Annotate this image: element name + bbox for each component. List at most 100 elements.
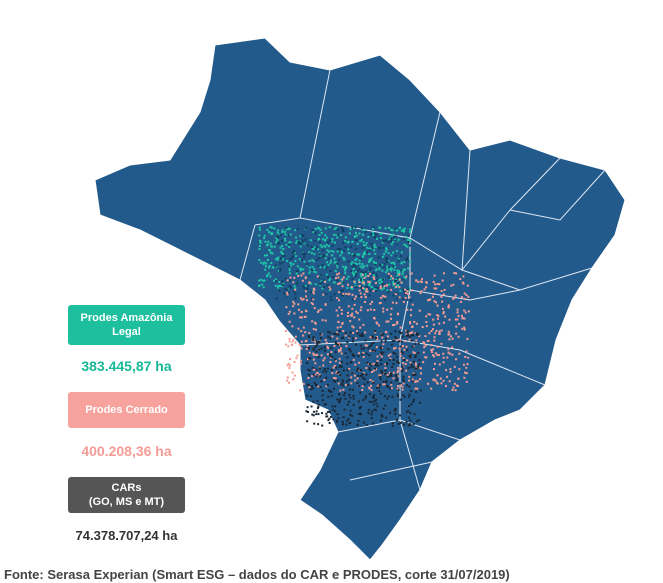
deforestation-dot [401, 345, 404, 348]
deforestation-dot [402, 228, 405, 231]
deforestation-dot [304, 227, 307, 230]
deforestation-dot [310, 252, 313, 255]
deforestation-dot [322, 359, 325, 362]
deforestation-dot [458, 352, 461, 355]
deforestation-dot [330, 347, 333, 350]
deforestation-dot [393, 236, 396, 239]
deforestation-dot [277, 241, 280, 244]
deforestation-dot [324, 303, 327, 306]
deforestation-dot [338, 400, 341, 403]
deforestation-dot [396, 269, 399, 272]
deforestation-dot [372, 341, 375, 344]
deforestation-dot [276, 240, 279, 243]
deforestation-dot [285, 228, 288, 231]
deforestation-dot [402, 230, 405, 233]
legend-value: 383.445,87 ha [81, 358, 172, 374]
deforestation-dot [357, 419, 360, 422]
deforestation-dot [325, 415, 328, 418]
deforestation-dot [358, 253, 361, 256]
deforestation-dot [352, 267, 355, 270]
deforestation-dot [361, 288, 364, 291]
deforestation-dot [367, 408, 370, 411]
deforestation-dot [324, 319, 327, 322]
deforestation-dot [410, 339, 413, 342]
deforestation-dot [311, 366, 314, 369]
deforestation-dot [363, 293, 366, 296]
deforestation-dot [351, 340, 354, 343]
deforestation-dot [330, 295, 333, 298]
deforestation-dot [331, 237, 334, 240]
deforestation-dot [406, 330, 409, 333]
deforestation-dot [448, 338, 451, 341]
deforestation-dot [281, 285, 284, 288]
deforestation-dot [356, 381, 359, 384]
deforestation-dot [346, 283, 349, 286]
deforestation-dot [322, 364, 325, 367]
deforestation-dot [351, 298, 354, 301]
deforestation-dot [337, 258, 340, 261]
deforestation-dot [464, 355, 467, 358]
deforestation-dot [305, 310, 308, 313]
deforestation-dot [364, 296, 367, 299]
deforestation-dot [346, 341, 349, 344]
deforestation-dot [318, 234, 321, 237]
deforestation-dot [335, 331, 338, 334]
deforestation-dot [419, 401, 422, 404]
deforestation-dot [436, 317, 439, 320]
deforestation-dot [392, 294, 395, 297]
deforestation-dot [391, 277, 394, 280]
deforestation-dot [314, 283, 317, 286]
deforestation-dot [359, 407, 362, 410]
deforestation-dot [371, 336, 374, 339]
deforestation-dot [341, 379, 344, 382]
deforestation-dot [451, 346, 454, 349]
deforestation-dot [265, 262, 268, 265]
deforestation-dot [392, 241, 395, 244]
deforestation-dot [407, 288, 410, 291]
deforestation-dot [381, 415, 384, 418]
deforestation-dot [348, 379, 351, 382]
deforestation-dot [308, 266, 311, 269]
deforestation-dot [401, 368, 404, 371]
deforestation-dot [317, 309, 320, 312]
deforestation-dot [438, 363, 441, 366]
deforestation-dot [375, 346, 378, 349]
deforestation-dot [410, 314, 413, 317]
deforestation-dot [433, 300, 436, 303]
deforestation-dot [299, 242, 302, 245]
deforestation-dot [310, 405, 313, 408]
deforestation-dot [368, 393, 371, 396]
deforestation-dot [314, 362, 317, 365]
deforestation-dot [361, 385, 364, 388]
deforestation-dot [390, 387, 393, 390]
deforestation-dot [364, 244, 367, 247]
deforestation-dot [289, 264, 292, 267]
deforestation-dot [340, 383, 343, 386]
deforestation-dot [363, 244, 366, 247]
deforestation-dot [346, 380, 349, 383]
deforestation-dot [328, 286, 331, 289]
deforestation-dot [285, 343, 288, 346]
deforestation-dot [274, 284, 277, 287]
deforestation-dot [366, 264, 369, 267]
deforestation-dot [430, 348, 433, 351]
deforestation-dot [390, 254, 393, 257]
deforestation-dot [385, 331, 388, 334]
legend-box: Prodes Amazônia Legal [68, 305, 185, 345]
deforestation-dot [385, 259, 388, 262]
deforestation-dot [341, 322, 344, 325]
deforestation-dot [281, 239, 284, 242]
deforestation-dot [372, 260, 375, 263]
deforestation-dot [409, 321, 412, 324]
deforestation-dot [406, 349, 409, 352]
deforestation-dot [321, 424, 324, 427]
deforestation-dot [319, 266, 322, 269]
deforestation-dot [288, 265, 291, 268]
deforestation-dot [447, 348, 450, 351]
deforestation-dot [306, 285, 309, 288]
deforestation-dot [312, 348, 315, 351]
deforestation-dot [277, 256, 280, 259]
deforestation-dot [281, 261, 284, 264]
deforestation-dot [360, 286, 363, 289]
deforestation-dot [389, 278, 392, 281]
